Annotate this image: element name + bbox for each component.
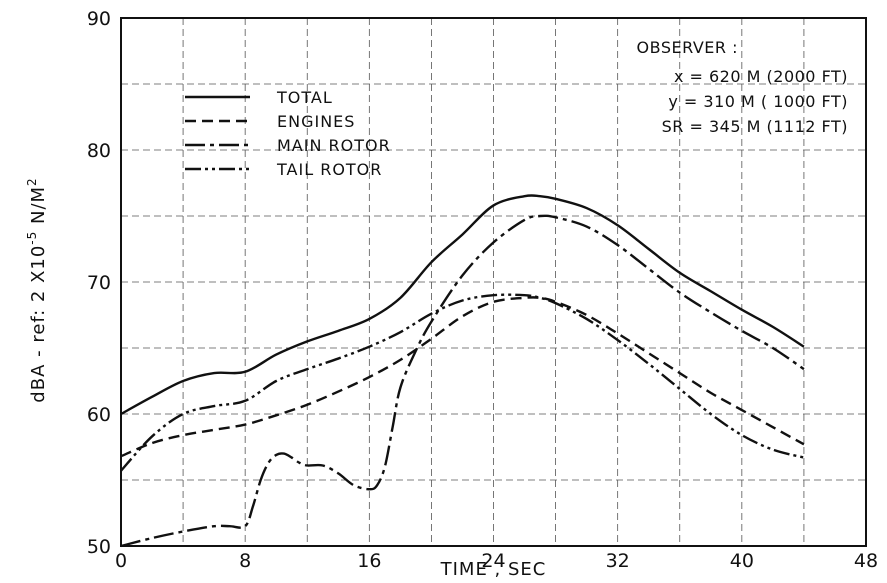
y-tick-label: 50 <box>87 536 111 558</box>
series-tail-rotor-line <box>120 293 805 472</box>
series-total-line <box>120 194 805 416</box>
plot-frame <box>120 17 867 547</box>
x-tick-label: 24 <box>481 550 505 572</box>
x-tick-label: 0 <box>115 550 127 572</box>
y-axis-label-exponent: -5 <box>25 231 39 245</box>
y-axis-label-unit-exponent: 2 <box>25 177 39 186</box>
grid-lines <box>121 18 866 546</box>
x-tick-label: 40 <box>730 550 754 572</box>
x-tick-label: 48 <box>854 550 878 572</box>
y-tick-label: 60 <box>87 404 111 426</box>
observer-annotation: OBSERVER : x = 620 M (2000 FT) y = 310 M… <box>637 38 848 136</box>
legend-total-label: TOTAL <box>276 88 333 107</box>
legend-engines-label: ENGINES <box>277 112 355 131</box>
legend: TOTAL ENGINES MAIN ROTOR TAIL ROTOR <box>185 88 391 179</box>
series-engines-line <box>120 296 805 458</box>
series-main-rotor-line <box>120 214 805 548</box>
observer-title: OBSERVER : <box>637 38 738 57</box>
x-tick-label: 32 <box>606 550 630 572</box>
y-tick-label: 80 <box>87 140 111 162</box>
legend-main-rotor-label: MAIN ROTOR <box>277 136 391 155</box>
x-tick-label: 16 <box>357 550 381 572</box>
y-axis-label-main: dBA - ref: 2 X10 <box>28 245 49 403</box>
y-tick-label: 90 <box>87 8 111 30</box>
x-tick-label: 8 <box>239 550 251 572</box>
y-tick-label: 70 <box>87 272 111 294</box>
y-axis-label-unit: N/M <box>28 186 49 231</box>
observer-y: y = 310 M ( 1000 FT) <box>668 92 848 111</box>
y-axis-label: dBA - ref: 2 X10-5 N/M2 <box>25 177 49 402</box>
legend-tail-rotor-label: TAIL ROTOR <box>276 160 382 179</box>
observer-sr: SR = 345 M (1112 FT) <box>662 117 848 136</box>
observer-x: x = 620 M (2000 FT) <box>674 67 848 86</box>
series-lines <box>120 194 805 548</box>
tick-labels: 0 8 16 24 32 40 48 50 60 70 80 90 <box>87 8 878 572</box>
x-axis-label: TIME , SEC <box>440 559 547 580</box>
